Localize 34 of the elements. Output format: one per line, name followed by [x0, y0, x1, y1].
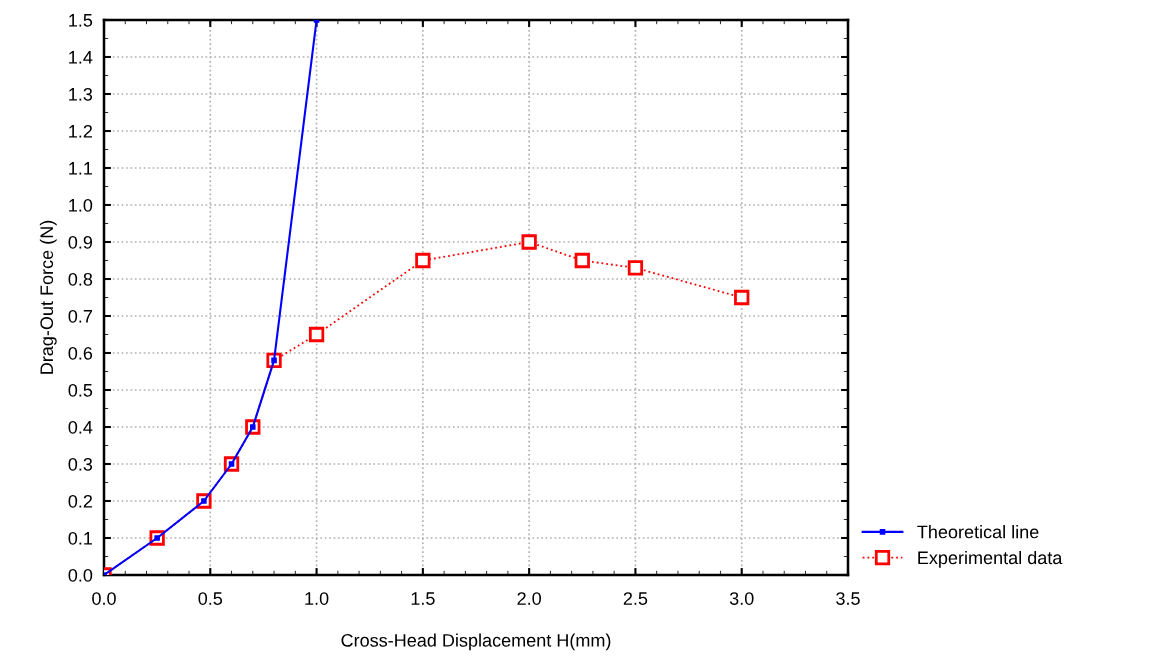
point	[734, 289, 750, 306]
x-tick-label: 0.5	[198, 592, 223, 605]
y-tick-label: 0.0	[68, 568, 93, 582]
x-tick-label: 2.0	[517, 592, 541, 605]
y-tick-label: 0.3	[68, 457, 93, 471]
x-tick-label: 1.5	[411, 592, 435, 605]
y-tick-label: 0.4	[68, 420, 93, 434]
x-tick-label: 3.5	[836, 592, 860, 605]
point	[627, 260, 644, 276]
x-tick-label: 2.5	[623, 592, 648, 605]
point	[521, 234, 537, 250]
legend-label: Theoretical line	[917, 525, 1039, 539]
x-tick-label: 0.0	[92, 592, 116, 605]
y-tick-label: 1.2	[69, 124, 92, 138]
x-tick-label: 1.0	[305, 592, 329, 605]
y-axis-title: Drag-Out Force (N)	[39, 220, 57, 374]
y-tick-label: 1.1	[69, 162, 93, 175]
x-tick-label: 3.0	[729, 592, 754, 605]
point	[308, 326, 325, 343]
y-tick-label: 0.1	[68, 531, 93, 545]
y-tick-label: 1.0	[69, 198, 93, 212]
y-tick-label: 1.4	[69, 51, 93, 64]
y-tick-label: 0.8	[68, 272, 93, 286]
y-tick-label: 0.5	[68, 383, 93, 397]
y-tick-label: 0.7	[68, 309, 92, 323]
x-axis-title: Cross-Head Displacement H(mm)	[341, 633, 611, 651]
point	[574, 252, 590, 269]
y-tick-label: 1.5	[69, 14, 93, 27]
y-tick-label: 0.9	[68, 235, 93, 249]
point	[415, 252, 431, 269]
y-tick-label: 0.2	[68, 494, 92, 508]
legend-label: Experimental data	[918, 550, 1063, 568]
y-tick-label: 1.3	[69, 87, 93, 101]
y-tick-label: 0.6	[68, 346, 93, 360]
